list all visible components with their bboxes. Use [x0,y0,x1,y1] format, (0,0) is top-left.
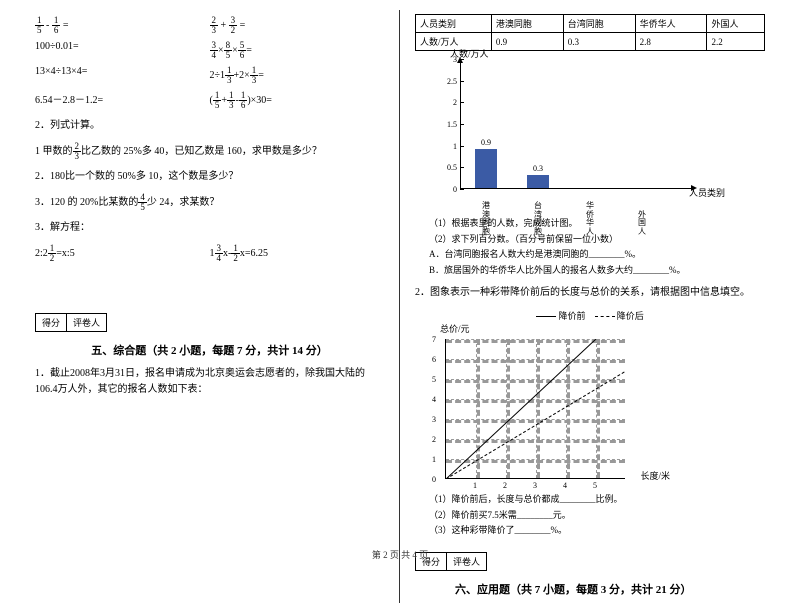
bar [527,175,549,188]
bar-tick: 2 [435,98,457,107]
line-sub1: （1）降价前后，长度与总价都成________比例。 [429,493,765,507]
calc-3a: 13×4÷13×4= [35,66,210,85]
line-chart: 1234567012345 长度/米 [445,339,625,479]
calc-2b: 34×85×56= [210,41,385,60]
q3-equations: 2:212=x:5 134x-12x=6.25 [35,244,384,263]
bar-tick: 2.5 [435,77,457,86]
q5-1: 1．截止2008年3月31日，报名申请成为北京奥运会志愿者的，除我国大陆的106… [35,366,384,398]
legend-solid: 降价前 [536,311,585,321]
bar-tick: 1.5 [435,120,457,129]
line-legend: 降价前 降价后 [415,309,765,322]
calc-1b: 23 + 32 = [210,16,385,35]
table-row: 人员类别 港澳同胞 台湾同胞 华侨华人 外国人 [416,15,765,33]
bar-value: 0.9 [475,138,497,147]
cell: 0.3 [563,33,635,51]
line-ytick: 5 [432,375,436,384]
page-footer: 第 2 页 共 4 页 [0,548,800,561]
bar-tick: 0.5 [435,163,457,172]
bar-label: 台湾同胞 [527,202,549,237]
x-axis [460,188,695,189]
eq1: 2:212=x:5 [35,244,210,263]
calc-2a: 100÷0.01= [35,41,210,60]
calc-row-1: 15 - 16 = 23 + 32 = [35,16,384,35]
legend-dashed: 降价后 [595,311,644,321]
score-box-left: 得分 评卷人 [35,313,107,332]
q2-1: 1 甲数的23比乙数的 25%多 40，已知乙数是 160，求甲数是多少？ [35,142,384,161]
line-svg [446,339,626,479]
section-6-title: 六、应用题（共 7 小题，每题 3 分，共计 21 分） [455,581,692,597]
calc-4b: (15+13-16)×30= [210,91,385,110]
score-cell: 得分 [36,314,67,331]
calc-row-2: 100÷0.01= 34×85×56= [35,41,384,60]
line-ytick: 1 [432,455,436,464]
bar-label: 华侨华人 [579,202,601,237]
line-xtick: 1 [473,481,477,490]
line-sub3: （3）这种彩带降价了________%。 [429,524,765,538]
q2-right-title: 2．图象表示一种彩带降价前后的长度与总价的关系，请根据图中信息填空。 [415,285,765,301]
line-sub2: （2）降价前买7.5米需________元。 [429,509,765,523]
bar-chart: 人数/万人 00.511.522.53 0.9港澳同胞0.3台湾同胞华侨华人外国… [435,59,695,209]
th-foreign: 外国人 [707,15,765,33]
q3-title: 3．解方程： [35,220,384,236]
section-5-title: 五、综合题（共 2 小题，每题 7 分，共计 14 分） [35,342,384,358]
calc-4a: 6.54－2.8－1.2= [35,91,210,110]
line-ytick: 3 [432,415,436,424]
page-container: 15 - 16 = 23 + 32 = 100÷0.01= 34×85×56= … [20,0,780,613]
calc-3b: 2÷113+2×13= [210,66,385,85]
line-ytick: 6 [432,355,436,364]
data-table: 人员类别 港澳同胞 台湾同胞 华侨华人 外国人 人数/万人 0.9 0.3 2.… [415,14,765,51]
sub-b: B．旅居国外的华侨华人比外国人的报名人数多大约________%。 [429,264,765,278]
bar-label: 港澳同胞 [475,202,497,237]
th-tw: 台湾同胞 [563,15,635,33]
right-column: 人员类别 港澳同胞 台湾同胞 华侨华人 外国人 人数/万人 0.9 0.3 2.… [400,10,780,603]
line-ytick: 2 [432,435,436,444]
calc-row-4: 6.54－2.8－1.2= (15+13-16)×30= [35,91,384,110]
bar [475,149,497,188]
cell: 2.2 [707,33,765,51]
q2-3: 3．120 的 20%比某数的45少 24，求某数？ [35,193,384,212]
left-column: 15 - 16 = 23 + 32 = 100÷0.01= 34×85×56= … [20,10,400,603]
line-ytick: 7 [432,335,436,344]
line-xlabel: 长度/米 [640,469,670,482]
line-xtick: 3 [533,481,537,490]
grader-cell: 评卷人 [67,314,106,331]
line-xtick: 2 [503,481,507,490]
bar-value: 0.3 [527,164,549,173]
calc-row-3: 13×4÷13×4= 2÷113+2×13= [35,66,384,85]
line-ytick: 4 [432,395,436,404]
line-xtick: 4 [563,481,567,490]
bar-tick: 1 [435,142,457,151]
q2-title: 2．列式计算。 [35,118,384,134]
th-hk: 港澳同胞 [491,15,563,33]
eq2: 134x-12x=6.25 [210,244,385,263]
sub-a: A．台湾同胞报名人数大约是港澳同胞的________%。 [429,248,765,262]
cell: 0.9 [491,33,563,51]
calc-1a: 15 - 16 = [35,16,210,35]
bar-tick: 0 [435,185,457,194]
th-overseas: 华侨华人 [635,15,707,33]
bar-xlabel: 人员类别 [689,186,725,199]
th-category: 人员类别 [416,15,492,33]
q2-2: 2．180比一个数的 50%多 10，这个数是多少？ [35,169,384,185]
line-ylabel: 总价/元 [440,322,765,335]
cell: 2.8 [635,33,707,51]
bar-label: 外国人 [631,211,653,237]
bar-tick: 3 [435,55,457,64]
line-xtick: 5 [593,481,597,490]
